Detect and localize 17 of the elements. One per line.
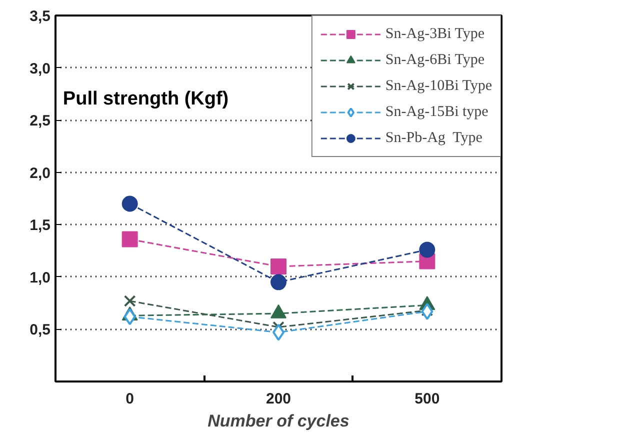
y-tick-label: 2,0 <box>30 164 51 182</box>
x-tick-label: 200 <box>266 390 292 408</box>
x-tick-label: 500 <box>414 390 440 408</box>
y-tick-label: 3,0 <box>30 60 51 78</box>
legend-label: Sn-Pb-Ag Type <box>385 130 482 146</box>
y-tick-label: 3,5 <box>30 8 51 25</box>
y-axis-title: Pull strength (Kgf) <box>62 88 229 110</box>
legend-label: Sn-Ag-10Bi Type <box>385 78 492 94</box>
x-axis-title: Number of cycles <box>208 412 350 430</box>
legend-label: Sn-Ag-6Bi Type <box>385 52 484 68</box>
y-tick-label: 1,5 <box>30 217 51 234</box>
y-tick-label: 2,5 <box>30 112 51 130</box>
legend-label: Sn-Ag-15Bi type <box>385 104 488 120</box>
x-tick-label: 0 <box>126 390 134 408</box>
y-tick-label: 0,5 <box>30 322 51 339</box>
y-tick-label: 1,0 <box>30 269 51 286</box>
legend-label: Sn-Ag-3Bi Type <box>385 26 484 42</box>
